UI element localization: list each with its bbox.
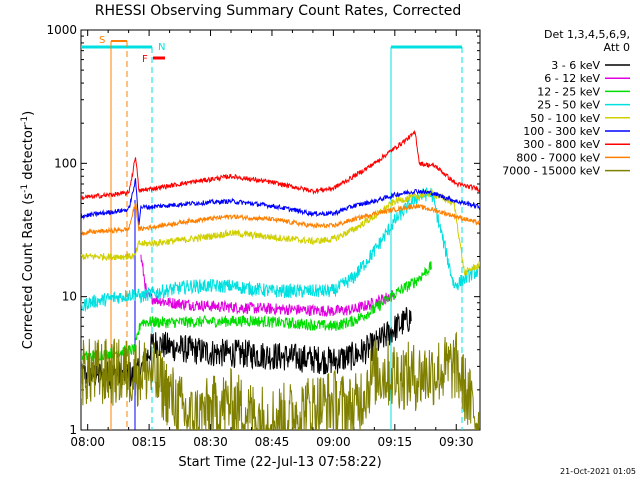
annotation-n: N [158, 42, 165, 53]
y-axis-ticks: 1 10 100 1000 [46, 23, 480, 437]
y-label-part-mid: detector [21, 124, 36, 184]
y-tick-label: 1 [69, 423, 77, 437]
series-group [81, 129, 480, 430]
legend-title-line-2: Att 0 [604, 41, 630, 54]
x-axis-label: Start Time (22-Jul-13 07:58:22) [178, 455, 381, 470]
x-tick-label: 09:30 [439, 435, 474, 449]
x-tick-label: 08:30 [193, 435, 228, 449]
y-tick-label: 100 [54, 156, 77, 170]
legend-label: 50 - 100 keV [530, 112, 600, 125]
legend-label: 300 - 800 keV [523, 138, 600, 151]
legend-label: 100 - 300 keV [523, 125, 600, 138]
y-label-part-main: Corrected Count Rate (s [21, 193, 36, 350]
annotation-s: S [99, 35, 105, 46]
event-marker-lines [81, 40, 463, 430]
legend-label: 800 - 7000 keV [516, 151, 600, 164]
y-label-part-end: ) [21, 111, 36, 116]
series-line [81, 202, 480, 236]
legend-label: 3 - 6 keV [551, 59, 600, 72]
legend-label: 25 - 50 keV [537, 99, 600, 112]
series-line [81, 178, 480, 226]
x-tick-label: 09:00 [316, 435, 351, 449]
legend-label: 12 - 25 keV [537, 85, 600, 98]
series-line [81, 187, 480, 312]
y-label-sup-1: -1 [20, 184, 30, 193]
y-tick-label: 1000 [46, 23, 77, 37]
legend-label: 7000 - 15000 keV [502, 165, 600, 178]
x-tick-label: 08:45 [255, 435, 290, 449]
x-tick-label: 09:15 [378, 435, 413, 449]
chart-title: RHESSI Observing Summary Count Rates, Co… [95, 3, 461, 19]
series-line [81, 261, 432, 364]
series-line [81, 331, 480, 430]
annotation-f: F [142, 54, 148, 65]
series-line [140, 254, 395, 318]
series-line [81, 129, 480, 201]
series-line [81, 188, 480, 276]
footer-date: 21-Oct-2021 01:05 [560, 467, 636, 476]
legend-label: 6 - 12 keV [544, 72, 600, 85]
y-tick-label: 10 [62, 290, 77, 304]
y-label-sup-2: -1 [20, 116, 30, 125]
legend-title-line-1: Det 1,3,4,5,6,9, [544, 28, 630, 41]
x-axis-ticks: 08:00 08:15 08:30 08:45 09:00 09:15 09:30 [70, 30, 478, 449]
x-tick-label: 08:15 [132, 435, 167, 449]
y-axis-label: Corrected Count Rate (s-1 detector-1) [20, 111, 36, 349]
x-tick-label: 08:00 [70, 435, 105, 449]
